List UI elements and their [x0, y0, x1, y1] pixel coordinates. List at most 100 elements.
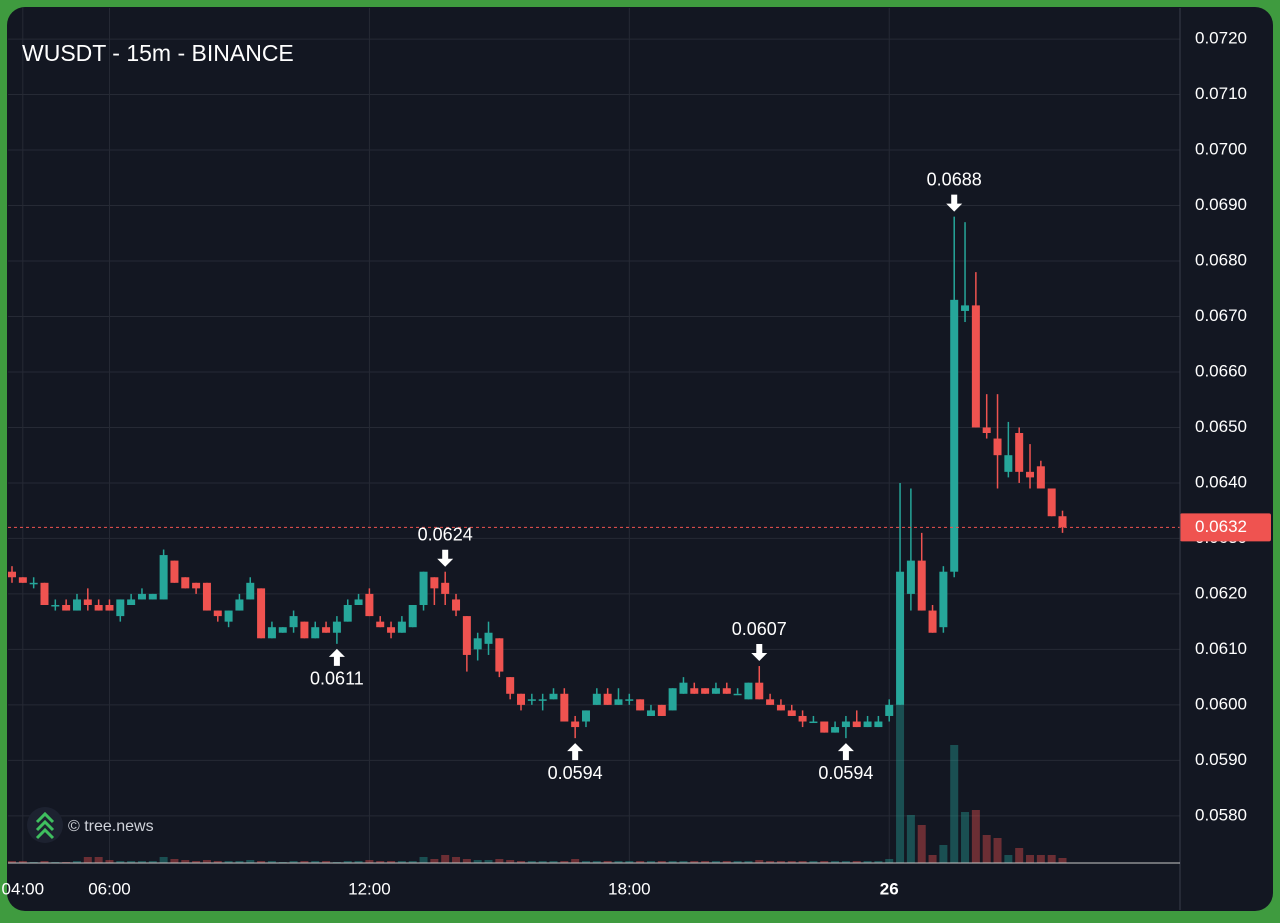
volume-bar	[1015, 848, 1024, 863]
candle-body	[430, 577, 439, 589]
candle-body	[1015, 433, 1024, 472]
candle-body	[137, 593, 146, 600]
volume-bar	[365, 860, 374, 863]
candle-body	[722, 688, 731, 694]
volume-bar	[83, 857, 92, 863]
volume-bar	[159, 857, 168, 863]
candle-body	[636, 699, 645, 711]
annotation-label: 0.0607	[732, 619, 787, 639]
candle-body	[766, 699, 775, 705]
candle-body	[8, 571, 16, 578]
volume-bar	[484, 860, 493, 863]
candle-body	[506, 677, 515, 694]
candle-body	[798, 715, 807, 722]
volume-bar	[430, 859, 439, 863]
candle-body	[1026, 471, 1035, 478]
candle-body	[961, 305, 970, 311]
volume-bar	[419, 857, 428, 863]
candle-body	[105, 605, 114, 611]
annotation-arrow	[567, 743, 584, 761]
volume-bar	[863, 861, 872, 863]
volume-bar	[506, 860, 515, 863]
volume-bar	[831, 861, 840, 863]
volume-bar	[387, 861, 396, 863]
candle-body	[841, 721, 850, 728]
candle-body	[755, 682, 764, 700]
candle-body	[820, 721, 829, 733]
annotation-label: 0.0594	[548, 763, 603, 783]
volume-bar	[202, 860, 211, 863]
candle-body	[527, 699, 536, 701]
volume-bar	[874, 861, 883, 863]
y-tick-label: 0.0580	[1195, 805, 1247, 824]
y-tick-label: 0.0670	[1195, 306, 1247, 325]
volume-bar	[971, 810, 980, 863]
volume-bar	[289, 861, 298, 863]
candle-body	[40, 582, 49, 606]
candle-body	[159, 555, 168, 600]
volume-bar	[181, 860, 190, 863]
volume-bar	[354, 861, 363, 863]
annotation-label: 0.0688	[927, 169, 982, 189]
candle-body	[397, 621, 406, 633]
volume-bar	[538, 861, 547, 863]
volume-bar	[993, 838, 1002, 863]
volume-bar	[679, 861, 688, 863]
candle-body	[657, 704, 666, 716]
candle-body	[852, 721, 861, 728]
candle-body	[560, 693, 569, 722]
annotation-label: 0.0611	[310, 669, 364, 689]
candle-body	[452, 599, 461, 611]
volume-bar	[1004, 855, 1013, 863]
volume-bar	[939, 845, 948, 863]
volume-bar	[701, 861, 710, 863]
volume-bar	[441, 855, 450, 863]
candle-body	[906, 560, 915, 594]
volume-bar	[452, 857, 461, 863]
volume-bar	[961, 812, 970, 863]
volume-bar	[668, 861, 677, 863]
candle-body	[625, 699, 634, 701]
volume-bar	[950, 745, 959, 863]
candle-body	[950, 299, 959, 572]
volume-bar	[94, 857, 103, 863]
volume-bar	[917, 825, 926, 863]
volume-bar	[72, 861, 81, 863]
y-tick-label: 0.0680	[1195, 250, 1247, 269]
volume-bar	[527, 861, 536, 863]
volume-bar	[852, 861, 861, 863]
candle-body	[538, 699, 547, 701]
annotation-arrow	[837, 743, 854, 761]
volume-bar	[267, 861, 276, 863]
volume-bar	[625, 861, 634, 863]
x-tick-label: 04:00	[2, 879, 45, 898]
candle-body	[971, 305, 980, 428]
volume-bar	[549, 861, 558, 863]
y-tick-label: 0.0610	[1195, 639, 1247, 658]
candle-body	[170, 560, 179, 583]
y-tick-label: 0.0720	[1195, 29, 1247, 48]
candle-body	[776, 704, 785, 711]
candle-body	[462, 616, 471, 655]
volume-bar	[809, 861, 818, 863]
candle-body	[332, 621, 341, 633]
candle-body	[18, 577, 27, 583]
volume-bar	[343, 861, 352, 863]
candle-body	[311, 627, 320, 639]
volume-bar	[105, 860, 114, 863]
volume-bar	[798, 861, 807, 863]
candle-body	[592, 693, 601, 705]
candle-body	[993, 438, 1002, 456]
candle-body	[679, 682, 688, 694]
volume-bar	[1026, 855, 1035, 863]
candle-body	[408, 605, 417, 628]
x-tick-label: 06:00	[88, 879, 131, 898]
volume-bar	[397, 861, 406, 863]
candle-body	[148, 593, 157, 600]
candle-body	[744, 682, 753, 700]
candle-body	[517, 693, 526, 705]
volume-bar	[40, 861, 49, 863]
volume-bar	[1036, 855, 1045, 863]
candle-body	[885, 704, 894, 716]
